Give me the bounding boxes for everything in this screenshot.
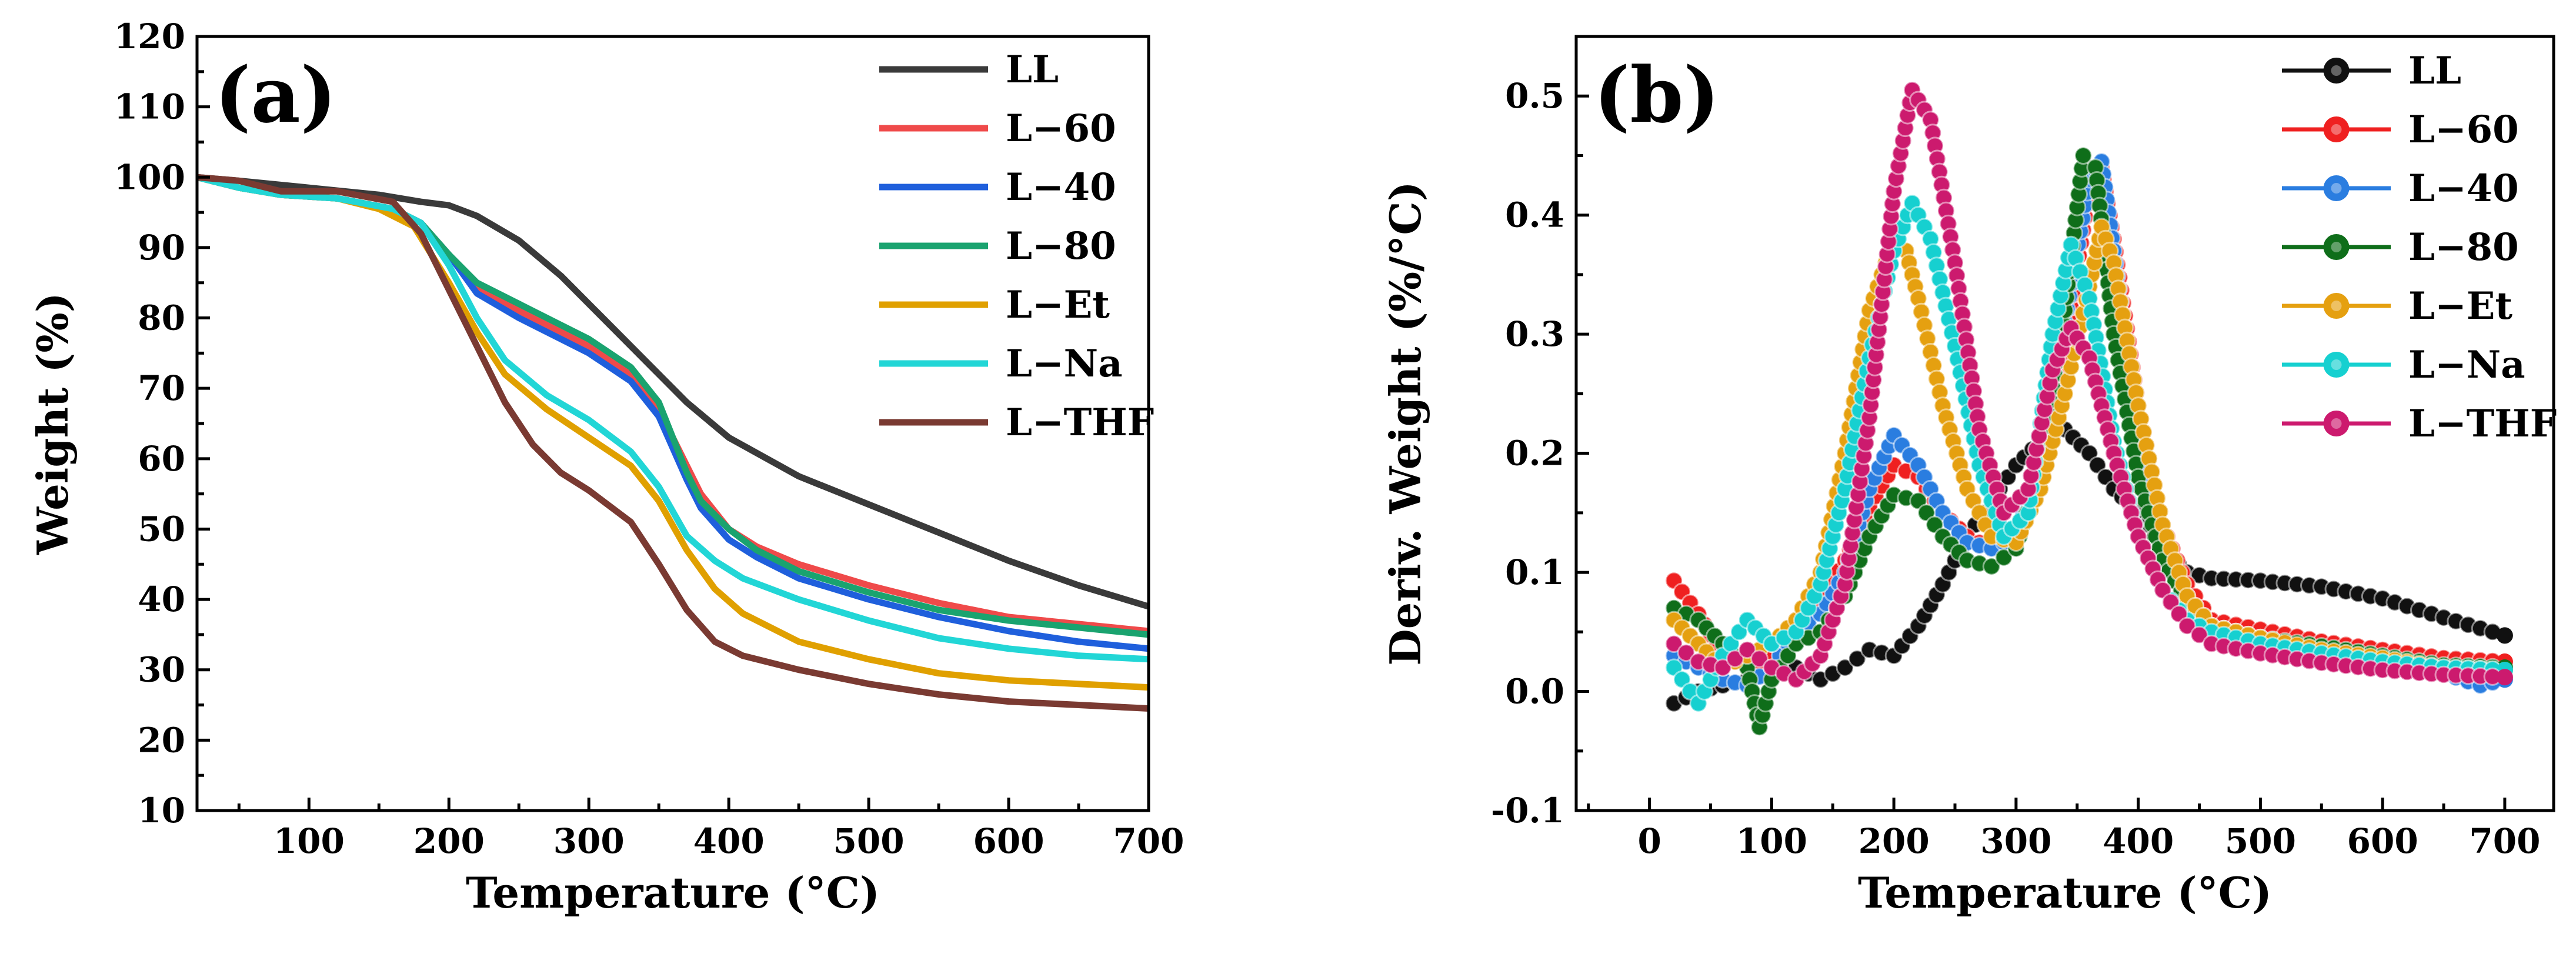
legend-marker-highlight	[2331, 65, 2342, 76]
series-5	[197, 174, 1149, 663]
y-tick-label: -0.1	[1491, 791, 1564, 831]
y-tick-label: 120	[114, 16, 185, 56]
data-point	[1726, 649, 1744, 668]
x-tick-label: 100	[1736, 821, 1807, 861]
legend-label: L−80	[2408, 225, 2519, 269]
series-line	[197, 174, 1149, 610]
series-line	[197, 174, 1149, 663]
y-tick-label: 30	[138, 650, 185, 690]
legend-label: L−40	[2408, 166, 2519, 211]
y-tick-label: 90	[138, 228, 185, 268]
legend-marker	[2323, 234, 2350, 260]
data-point	[2496, 669, 2513, 686]
x-tick-label: 500	[833, 821, 905, 861]
data-point	[1664, 635, 1683, 653]
y-tick-label: 20	[138, 720, 185, 760]
y-tick-label: 0.5	[1505, 76, 1564, 116]
legend-marker	[2323, 175, 2350, 201]
legend-label: L−THF	[1006, 401, 1154, 445]
series-0	[197, 174, 1149, 610]
x-axis-title: Temperature (°C)	[466, 868, 880, 918]
y-tick-label: 0.3	[1505, 314, 1564, 354]
x-tick-label: 300	[553, 821, 625, 861]
y-tick-label: 110	[114, 87, 185, 127]
legend-label: L−THF	[2408, 402, 2557, 446]
legend-label: L−80	[1006, 224, 1116, 268]
data-point	[1677, 643, 1696, 662]
x-axis-title: Temperature (°C)	[1858, 868, 2272, 918]
legend-marker	[2323, 58, 2350, 84]
y-axis-title: Deriv. Weight (%/°C)	[1380, 181, 1430, 666]
y-tick-label: 40	[138, 579, 185, 619]
plot-frame	[1574, 35, 2555, 812]
legend-marker	[2323, 116, 2350, 142]
legend-marker-highlight	[2331, 359, 2342, 370]
x-tick-label: 100	[273, 821, 345, 861]
legend-marker	[2323, 352, 2350, 378]
y-tick-label: 0.2	[1505, 434, 1564, 474]
y-tick-label: 80	[138, 298, 185, 338]
data-point	[2496, 627, 2513, 644]
legend-marker-highlight	[2331, 418, 2342, 429]
data-point	[1713, 658, 1732, 677]
legend-marker-highlight	[2331, 242, 2342, 252]
legend-label: LL	[1006, 48, 1059, 92]
x-tick-label: 400	[693, 821, 765, 861]
x-tick-label: 0	[1637, 821, 1661, 861]
legend-label: L−Et	[1006, 283, 1110, 327]
data-point	[1750, 649, 1769, 668]
panel-label: (a)	[215, 50, 336, 140]
legend: LL L−60 L−40 L−80 L−Et L−Na L−THF	[2282, 49, 2557, 446]
y-tick-label: 10	[138, 791, 185, 831]
legend-marker-highlight	[2331, 301, 2342, 311]
y-tick-label: 60	[138, 439, 185, 479]
data-point	[1982, 557, 2001, 576]
data-point	[2178, 616, 2197, 635]
legend-label: LL	[2408, 49, 2461, 93]
legend-label: L−60	[1006, 106, 1116, 151]
legend-label: L−60	[2408, 108, 2519, 152]
series-line	[197, 174, 1149, 712]
y-tick-label: 0.4	[1505, 195, 1564, 235]
plot-area	[1664, 81, 2513, 736]
y-tick-label: 70	[138, 368, 185, 408]
legend-label: L−Na	[2408, 343, 2525, 387]
x-tick-label: 400	[2103, 821, 2174, 861]
panel-label: (b)	[1594, 50, 1720, 140]
x-tick-label: 700	[1113, 821, 1184, 861]
x-tick-label: 300	[1980, 821, 2051, 861]
y-axis-title: Weight (%)	[28, 292, 78, 555]
legend: LL L−60 L−40 L−80 L−Et L−Na L−THF	[879, 48, 1154, 445]
series-6	[1664, 81, 2513, 689]
x-tick-label: 200	[1858, 821, 1930, 861]
legend-marker	[2323, 293, 2350, 319]
data-point	[1848, 649, 1867, 668]
legend-label: L−40	[1006, 165, 1116, 209]
x-tick-label: 500	[2225, 821, 2296, 861]
legend-marker-highlight	[2331, 124, 2342, 135]
legend-label: L−Et	[2408, 284, 2512, 328]
series-6	[197, 174, 1149, 712]
x-tick-label: 700	[2469, 821, 2540, 861]
legend-label: L−Na	[1006, 342, 1123, 386]
data-point	[2190, 625, 2208, 644]
panel-b-derivative-chart: 0 100 200 300 400 500 600 700 -0.1 0.0 0.1 0.2 0.3 0.…	[1380, 35, 2557, 918]
data-point	[1836, 658, 1854, 677]
y-tick-label: 0.0	[1505, 672, 1564, 712]
legend-marker	[2323, 411, 2350, 436]
y-tick-label: 50	[138, 509, 185, 549]
plot-area	[197, 174, 1149, 712]
x-tick-label: 200	[413, 821, 485, 861]
legend-marker-highlight	[2331, 183, 2342, 194]
data-point	[2074, 146, 2093, 165]
x-tick-label: 600	[2347, 821, 2418, 861]
y-tick-label: 100	[114, 157, 185, 197]
y-tick-label: 0.1	[1505, 552, 1564, 592]
data-point	[1738, 641, 1757, 659]
data-point	[1994, 548, 2013, 567]
x-tick-label: 600	[973, 821, 1045, 861]
panel-a-weight-chart: 100 200 300 400 500 600 700 10 20 30 40 50 60 70 80 90 1…	[28, 16, 1184, 918]
